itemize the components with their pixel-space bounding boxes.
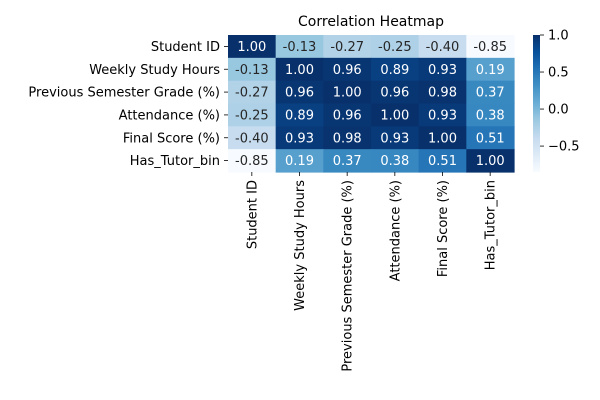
heatmap-cell <box>371 103 420 127</box>
cell-value-label: -0.13 <box>235 63 269 78</box>
cell-value-label: -0.40 <box>235 131 269 146</box>
cell-annotations: 1.00 -0.13 -0.27 -0.25 -0.40 -0.85 -0.13 1.00 0.… <box>235 40 507 169</box>
row-tick-label: Attendance (%) <box>119 108 220 123</box>
cell-value-label: 0.19 <box>476 63 505 78</box>
cell-value-label: 0.93 <box>380 131 409 146</box>
heatmap-cell <box>466 35 515 59</box>
cell-value-label: 1.00 <box>380 108 409 123</box>
cell-value-label: 0.51 <box>476 131 505 146</box>
cell-value-label: -0.85 <box>235 154 269 169</box>
cell-value-label: -0.40 <box>426 40 460 55</box>
row-tick-label: Has_Tutor_bin <box>130 154 220 169</box>
cell-value-label: 0.96 <box>333 63 362 78</box>
heatmap-cell <box>371 126 420 150</box>
colorbar-tick-label: 0.5 <box>548 66 569 81</box>
row-tick-label: Final Score (%) <box>123 131 220 146</box>
cell-value-label: 0.38 <box>476 108 505 123</box>
cell-value-label: 0.98 <box>428 86 457 101</box>
heatmap-cell <box>418 57 467 82</box>
column-tick-label: Previous Semester Grade (%) <box>341 180 356 372</box>
cell-value-label: 0.96 <box>285 86 314 101</box>
heatmap-cell <box>418 149 467 173</box>
heatmap-cell <box>466 103 515 127</box>
heatmap-cell <box>228 126 277 150</box>
cell-value-label: 0.93 <box>428 108 457 123</box>
heatmap-cell <box>466 149 515 173</box>
heatmap-cell <box>323 126 372 150</box>
cell-value-label: 1.00 <box>237 40 266 55</box>
cell-value-label: 1.00 <box>333 86 362 101</box>
cell-value-label: 0.38 <box>380 154 409 169</box>
heatmap-cell <box>323 103 372 127</box>
heatmap-cell <box>466 80 515 105</box>
heatmap-cell <box>275 126 324 150</box>
cell-value-label: -0.25 <box>235 108 269 123</box>
colorbar: 1.0 0.5 0.0 −0.5 <box>533 29 580 172</box>
column-tick-label: Student ID <box>245 180 260 249</box>
heatmap-cell <box>228 103 277 127</box>
heatmap-cell <box>418 80 467 105</box>
cell-value-label: -0.25 <box>378 40 412 55</box>
heatmap-cell <box>228 35 277 59</box>
chart-title: Correlation Heatmap <box>298 14 444 30</box>
heatmap-cell <box>275 149 324 173</box>
cell-value-label: 1.00 <box>476 154 505 169</box>
heatmap-cell <box>275 80 324 105</box>
cell-value-label: 0.98 <box>333 131 362 146</box>
row-tick-labels: Student ID Weekly Study Hours Previous Sem… <box>28 40 228 169</box>
heatmap-cell <box>371 149 420 173</box>
heatmap-cell <box>418 126 467 150</box>
heatmap-cell <box>466 126 515 150</box>
cell-value-label: 1.00 <box>428 131 457 146</box>
row-tick-label: Student ID <box>151 40 220 55</box>
column-tick-label: Final Score (%) <box>436 180 451 277</box>
heatmap-cell <box>228 57 277 82</box>
heatmap-cell <box>371 57 420 82</box>
cell-value-label: -0.27 <box>235 86 269 101</box>
heatmap-cell <box>466 57 515 82</box>
cell-value-label: -0.27 <box>330 40 364 55</box>
cell-value-label: 0.93 <box>285 131 314 146</box>
heatmap-cells <box>228 35 515 173</box>
heatmap-cell <box>418 35 467 59</box>
cell-value-label: 0.19 <box>285 154 314 169</box>
cell-value-label: 0.89 <box>380 63 409 78</box>
cell-value-label: 0.96 <box>380 86 409 101</box>
column-tick-labels: Student ID Weekly Study Hours Previous Sem… <box>245 172 499 372</box>
row-tick-label: Weekly Study Hours <box>89 63 220 78</box>
column-tick-label: Weekly Study Hours <box>293 180 308 311</box>
heatmap-cell <box>275 35 324 59</box>
heatmap-cell <box>275 57 324 82</box>
cell-value-label: 0.89 <box>285 108 314 123</box>
column-tick-label: Attendance (%) <box>388 180 403 281</box>
colorbar-tick-label: 1.0 <box>548 29 569 44</box>
heatmap-cell <box>323 35 372 59</box>
cell-value-label: 1.00 <box>285 63 314 78</box>
colorbar-tick-label: −0.5 <box>548 140 580 155</box>
heatmap-cell <box>371 35 420 59</box>
heatmap-cell <box>371 80 420 105</box>
cell-value-label: 0.37 <box>476 86 505 101</box>
cell-value-label: 0.93 <box>428 63 457 78</box>
row-tick-label: Previous Semester Grade (%) <box>28 86 220 101</box>
heatmap-cell <box>228 80 277 105</box>
heatmap-cell <box>275 103 324 127</box>
heatmap-cell <box>418 103 467 127</box>
cell-value-label: 0.96 <box>333 108 362 123</box>
heatmap-cell <box>228 149 277 173</box>
cell-value-label: -0.85 <box>473 40 507 55</box>
cell-value-label: -0.13 <box>283 40 317 55</box>
cell-value-label: 0.51 <box>428 154 457 169</box>
column-tick-label: Has_Tutor_bin <box>484 180 499 270</box>
colorbar-gradient <box>533 35 540 172</box>
heatmap-cell <box>323 80 372 105</box>
colorbar-tick-label: 0.0 <box>548 103 569 118</box>
cell-value-label: 0.37 <box>333 154 362 169</box>
heatmap-cell <box>323 57 372 82</box>
heatmap-cell <box>323 149 372 173</box>
